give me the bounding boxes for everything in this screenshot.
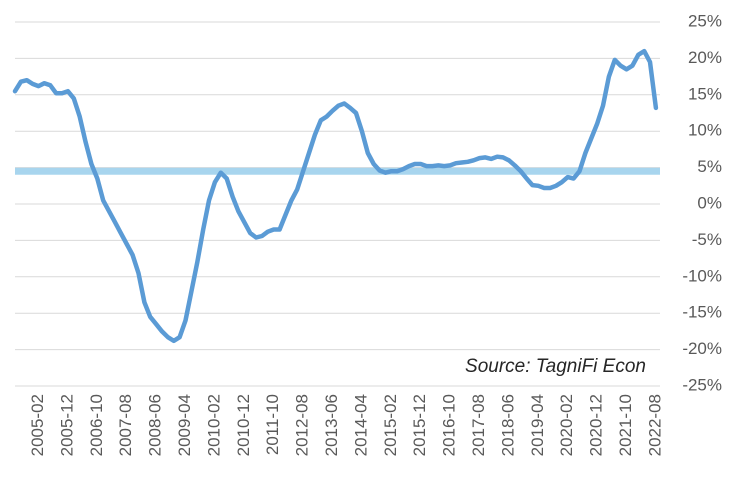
- x-tick-label: 2020-02: [557, 394, 576, 456]
- y-tick-label: 0%: [697, 193, 722, 212]
- y-tick-label: -25%: [682, 375, 722, 394]
- x-tick-label: 2015-02: [381, 394, 400, 456]
- x-tick-label: 2005-12: [57, 394, 76, 456]
- data-line: [12, 48, 659, 344]
- y-tick-label: 20%: [688, 48, 722, 67]
- x-tick-label: 2008-06: [146, 394, 165, 456]
- y-tick-label: -20%: [682, 339, 722, 358]
- y-tick-label: 10%: [688, 121, 722, 140]
- x-tick-label: 2020-12: [587, 394, 606, 456]
- y-tick-label: 25%: [688, 11, 722, 30]
- x-tick-label: 2019-04: [528, 394, 547, 456]
- x-tick-label: 2022-08: [645, 394, 664, 456]
- x-tick-label: 2010-12: [234, 394, 253, 456]
- x-tick-label: 2013-06: [322, 394, 341, 456]
- x-tick-label: 2007-08: [116, 394, 135, 456]
- y-tick-label: -15%: [682, 303, 722, 322]
- x-tick-label: 2018-06: [498, 394, 517, 456]
- y-tick-label: 5%: [697, 157, 722, 176]
- x-tick-label: 2015-12: [410, 394, 429, 456]
- x-tick-label: 2009-04: [175, 394, 194, 456]
- x-tick-label: 2017-08: [469, 394, 488, 456]
- annotation-box: [420, 352, 652, 380]
- x-tick-label: 2011-10: [263, 394, 282, 455]
- x-tick-label: 2014-04: [351, 394, 370, 456]
- annotation: Source: TagniFi Econ: [465, 356, 646, 377]
- x-tick-label: 2006-10: [87, 394, 106, 456]
- y-tick-label: 15%: [688, 84, 722, 103]
- y-tick-label: -10%: [682, 266, 722, 285]
- x-tick-label: 2005-02: [28, 394, 47, 456]
- x-tick-label: 2012-08: [293, 394, 312, 456]
- x-tick-label: 2016-10: [440, 394, 459, 456]
- x-tick-label: 2010-02: [204, 394, 223, 456]
- y-tick-label: -5%: [692, 230, 722, 249]
- x-tick-label: 2021-10: [616, 394, 635, 456]
